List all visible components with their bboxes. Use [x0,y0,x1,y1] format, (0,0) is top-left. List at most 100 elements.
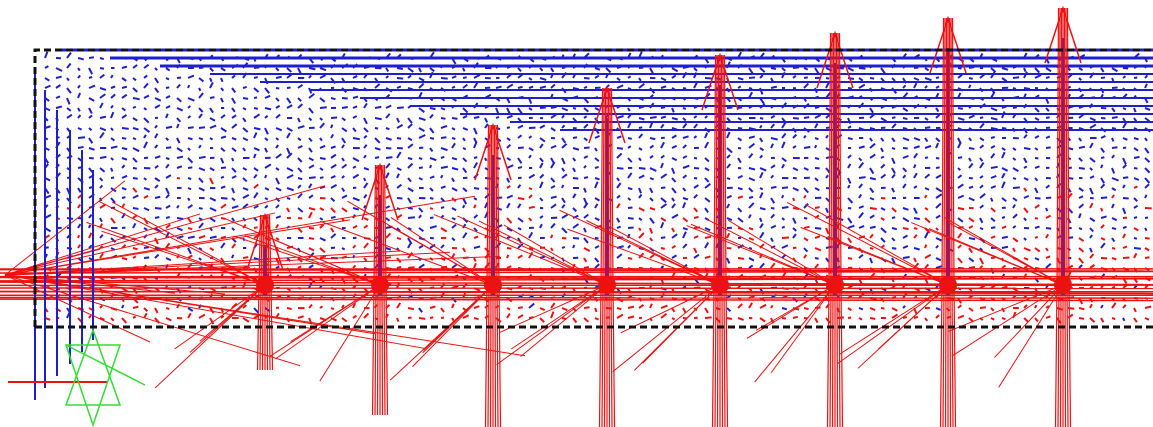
field-arrow [881,308,884,309]
field-arrow [584,177,588,178]
field-arrow [1101,165,1102,168]
field-arrow [342,107,348,108]
field-arrow [969,85,970,88]
field-arrow [1145,238,1150,239]
field-arrow [848,138,853,139]
field-arrow [914,164,915,168]
field-arrow [133,138,136,139]
red-vector [382,285,383,415]
red-vector [718,55,719,285]
field-arrow [419,318,425,319]
field-arrow [628,307,634,308]
field-arrow [518,87,523,88]
red-vector [605,285,606,427]
field-arrow [848,126,851,128]
red-vector [263,285,264,370]
field-arrow [133,316,136,318]
field-arrow [254,128,260,129]
field-arrow [122,138,126,139]
field-arrow [1112,248,1115,249]
field-arrow [133,107,136,108]
background [0,0,1153,427]
field-arrow [1145,307,1151,308]
field-arrow [309,238,314,239]
field-arrow [870,208,877,209]
field-arrow [1035,237,1038,238]
field-arrow [727,178,730,179]
field-arrow [1112,228,1116,229]
field-arrow [474,157,477,158]
field-arrow [804,308,809,309]
field-arrow [177,218,183,219]
field-arrow [870,248,873,249]
field-arrow [320,158,326,159]
field-arrow [1101,197,1107,198]
red-vector [833,285,834,427]
field-arrow [331,147,336,148]
red-vector [950,285,951,427]
field-arrow [749,228,753,229]
field-arrow [804,218,807,219]
field-arrow [144,247,149,248]
field-arrow [573,245,574,248]
field-arrow [661,107,665,108]
field-arrow [1079,308,1084,309]
field-arrow [166,217,170,218]
field-arrow [1079,318,1084,319]
field-arrow [1013,88,1016,89]
field-arrow [1079,147,1085,148]
field-arrow [441,137,446,138]
field-arrow [386,257,391,258]
field-arrow [738,128,742,129]
field-arrow [188,198,190,201]
field-arrow [804,136,806,138]
field-arrow [870,78,874,79]
field-arrow [595,178,600,179]
field-arrow [782,207,788,208]
field-arrow [397,86,401,88]
field-arrow [804,117,809,118]
field-arrow [100,117,106,118]
field-arrow [991,257,995,258]
field-arrow [958,208,964,209]
field-arrow [980,307,986,308]
field-arrow [155,217,159,218]
red-vector [837,285,838,427]
field-arrow [188,178,191,179]
field-arrow [210,97,214,98]
field-arrow [408,267,415,268]
field-arrow [705,317,712,318]
field-arrow [903,228,909,229]
field-arrow [397,267,401,268]
field-arrow [232,255,233,258]
field-arrow [903,128,907,129]
field-arrow [584,87,587,88]
field-arrow [1123,227,1127,228]
field-arrow [474,188,479,189]
field-arrow [287,308,292,309]
field-arrow [793,317,798,318]
field-arrow [727,318,732,319]
field-arrow [804,227,810,228]
field-arrow [276,77,282,78]
field-arrow [771,187,776,188]
field-arrow [1035,198,1041,199]
field-arrow [485,158,486,161]
field-arrow [188,237,195,238]
field-arrow [628,138,632,139]
field-arrow [309,228,314,229]
field-arrow [397,238,401,239]
field-arrow [1101,77,1105,78]
field-arrow [793,118,799,119]
field-arrow [474,237,478,238]
field-arrow [870,178,876,179]
field-arrow [837,317,844,318]
field-arrow [133,208,138,209]
field-arrow [408,208,413,209]
field-arrow [166,308,169,309]
field-arrow [628,207,632,208]
field-arrow [56,96,60,98]
field-arrow [727,107,732,108]
field-arrow [617,227,621,228]
red-vector [837,33,838,285]
